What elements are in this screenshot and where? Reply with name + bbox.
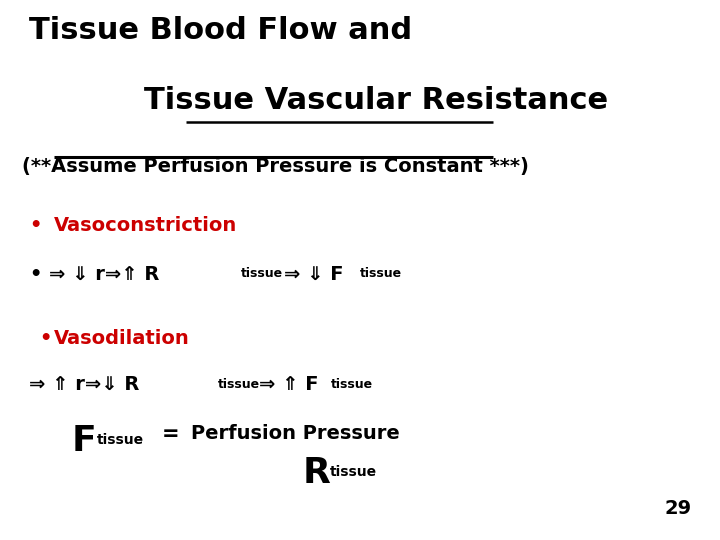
Text: •: • [40,329,52,348]
Text: Tissue Blood Flow and: Tissue Blood Flow and [29,16,412,45]
Text: ⇒ ⇑ F: ⇒ ⇑ F [259,375,319,394]
Text: tissue: tissue [217,378,260,391]
Text: 29: 29 [664,500,691,518]
Text: Perfusion Pressure: Perfusion Pressure [191,424,400,443]
Text: R: R [302,456,330,490]
Text: tissue: tissue [331,378,374,391]
Text: ⇒ ⇓ r⇒⇑ R: ⇒ ⇓ r⇒⇑ R [49,265,159,284]
Text: ⇒ ⇑ r⇒⇓ R: ⇒ ⇑ r⇒⇓ R [29,375,139,394]
Text: (**Assume Perfusion Pressure is Constant ***): (**Assume Perfusion Pressure is Constant… [22,157,528,176]
Text: tissue: tissue [97,433,144,447]
Text: Tissue Vascular Resistance: Tissue Vascular Resistance [144,86,608,116]
Text: ⇒ ⇓ F: ⇒ ⇓ F [284,265,344,284]
Text: tissue: tissue [241,267,284,280]
Text: F: F [72,424,96,458]
Text: tissue: tissue [330,465,377,480]
Text: tissue: tissue [360,267,402,280]
Text: •: • [29,216,41,235]
Text: =: = [162,424,179,444]
Text: Vasoconstriction: Vasoconstriction [54,216,238,235]
Text: Vasodilation: Vasodilation [54,329,190,348]
Text: •: • [29,265,41,284]
